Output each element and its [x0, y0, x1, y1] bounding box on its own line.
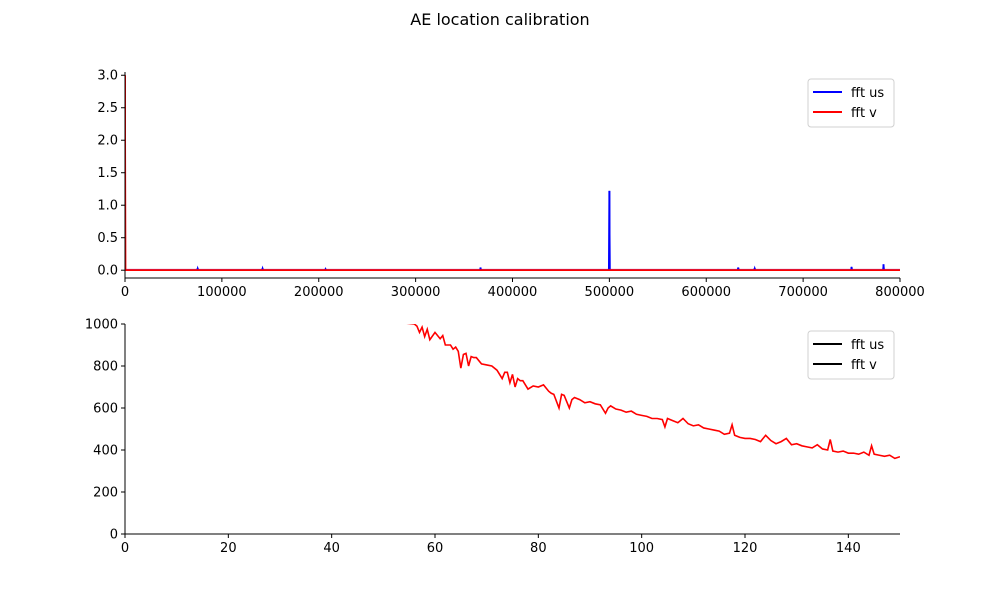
x-tick-label-1-3: 60: [427, 541, 444, 556]
y-tick-label-1-5: 1000: [85, 318, 118, 333]
x-tick-label-0-1: 100000: [197, 285, 247, 300]
x-tick-label-0-4: 400000: [488, 285, 538, 300]
legend-label-0-1: fft v: [851, 106, 877, 121]
x-tick-label-0-7: 700000: [778, 285, 828, 300]
x-tick-label-1-1: 20: [220, 541, 237, 556]
series-line-0-0: [125, 190, 900, 272]
legend-label-1-1: fft v: [851, 358, 877, 373]
series-line-1-0: [406, 324, 900, 460]
y-tick-label-1-3: 600: [93, 402, 118, 417]
y-tick-label-1-4: 800: [93, 360, 118, 375]
y-tick-label-0-3: 1.5: [97, 166, 118, 181]
series-line-0-1: [125, 75, 900, 272]
y-tick-label-0-1: 0.5: [97, 231, 118, 246]
y-tick-label-0-4: 2.0: [97, 134, 118, 149]
x-tick-label-0-8: 800000: [875, 285, 925, 300]
x-tick-label-0-6: 600000: [681, 285, 731, 300]
legend-label-1-0: fft us: [851, 338, 884, 353]
y-tick-label-0-6: 3.0: [97, 69, 118, 84]
y-tick-label-1-1: 200: [93, 486, 118, 501]
x-tick-label-0-0: 0: [121, 285, 129, 300]
x-tick-label-1-5: 100: [629, 541, 654, 556]
x-tick-label-1-0: 0: [121, 541, 129, 556]
y-tick-label-1-0: 0: [110, 528, 118, 543]
y-tick-label-1-2: 400: [93, 444, 118, 459]
x-tick-label-0-2: 200000: [294, 285, 344, 300]
x-tick-label-1-2: 40: [323, 541, 340, 556]
x-tick-label-0-5: 500000: [585, 285, 635, 300]
x-tick-label-1-4: 80: [530, 541, 547, 556]
legend-label-0-0: fft us: [851, 86, 884, 101]
x-tick-label-1-6: 120: [733, 541, 758, 556]
x-tick-label-1-7: 140: [836, 541, 861, 556]
y-tick-label-0-0: 0.0: [97, 264, 118, 279]
y-tick-label-0-2: 1.0: [97, 199, 118, 214]
x-tick-label-0-3: 300000: [391, 285, 441, 300]
y-tick-label-0-5: 2.5: [97, 101, 118, 116]
figure-title: AE location calibration: [410, 10, 590, 29]
